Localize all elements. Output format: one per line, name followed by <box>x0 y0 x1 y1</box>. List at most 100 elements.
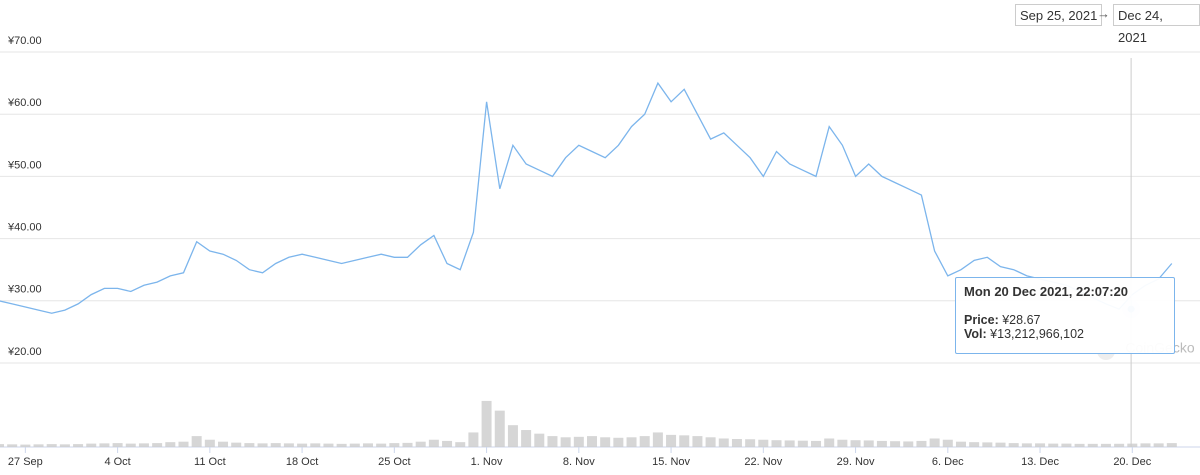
volume-bar <box>7 444 18 447</box>
volume-bar <box>811 440 822 447</box>
volume-bar <box>231 442 242 447</box>
x-tick-label: 13. Dec <box>1021 456 1059 468</box>
volume-bar <box>138 443 149 447</box>
volume-bar <box>494 410 505 447</box>
volume-bar <box>745 439 756 447</box>
volume-bar <box>560 437 571 447</box>
volume-bar <box>112 443 123 447</box>
x-tick-label: 8. Nov <box>563 456 595 468</box>
tooltip: Mon 20 Dec 2021, 22:07:20 Price: ¥28.67 … <box>955 277 1175 354</box>
volume-bar <box>73 444 84 447</box>
volume-bar <box>283 443 294 447</box>
x-tick-label: 15. Nov <box>652 456 690 468</box>
volume-bar <box>204 439 215 447</box>
volume-bar <box>916 440 927 447</box>
volume-bar <box>600 437 611 447</box>
volume-bar <box>297 443 308 447</box>
volume-bar <box>521 430 532 447</box>
volume-bar <box>995 442 1006 447</box>
volume-bar <box>402 442 413 447</box>
tooltip-price-label: Price: <box>964 313 999 327</box>
volume-bar <box>178 441 189 447</box>
volume-bar <box>152 443 163 447</box>
volume-bar <box>1061 443 1072 447</box>
y-tick-label: ¥20.00 <box>7 346 42 358</box>
volume-bar <box>692 436 703 447</box>
y-tick-label: ¥70.00 <box>7 35 42 47</box>
volume-bar <box>1087 443 1098 447</box>
volume-bar <box>639 436 650 447</box>
volume-bar <box>969 442 980 447</box>
volume-bar <box>771 440 782 447</box>
price-line <box>0 81 1173 314</box>
tooltip-vol-label: Vol: <box>964 327 987 341</box>
volume-bar <box>784 440 795 447</box>
y-tick-label: ¥40.00 <box>7 222 42 234</box>
volume-bar <box>33 444 44 447</box>
volume-bar <box>731 438 742 447</box>
volume-bar <box>481 400 492 447</box>
volume-bar <box>1008 443 1019 447</box>
volume-bar <box>20 444 31 447</box>
volume-bar <box>652 432 663 447</box>
x-tick-label: 29. Nov <box>837 456 875 468</box>
volume-bar <box>587 436 597 447</box>
volume-bar <box>547 436 558 447</box>
volume-bar <box>1048 443 1059 447</box>
x-tick-label: 25 Oct <box>378 456 410 468</box>
range-from[interactable]: Sep 25, 2021 <box>1015 4 1103 26</box>
volume-bar <box>86 443 97 447</box>
x-tick-label: 18 Oct <box>286 456 318 468</box>
volume-bar <box>903 441 914 447</box>
volume-bar <box>679 435 690 447</box>
volume-bar <box>890 441 901 447</box>
volume-bar <box>0 444 4 447</box>
volume-bar <box>1035 443 1046 447</box>
volume-bar <box>876 440 887 447</box>
volume-bar <box>218 441 229 447</box>
volume-bar <box>1100 443 1111 447</box>
volume-bar <box>534 433 545 447</box>
y-tick-label: ¥30.00 <box>7 284 42 296</box>
volume-bar <box>99 443 110 447</box>
volume-bar <box>349 443 360 447</box>
volume-bar <box>1074 443 1085 447</box>
volume-bar <box>613 437 624 447</box>
volume-bar <box>165 442 176 447</box>
volume-bar <box>666 434 677 447</box>
volume-bar <box>942 439 953 447</box>
x-tick-label: 1. Nov <box>471 456 503 468</box>
volume-bar <box>323 443 334 447</box>
volume-bar <box>758 439 769 447</box>
volume-bar <box>415 441 426 447</box>
volume-bar <box>455 442 466 447</box>
tooltip-date: Mon 20 Dec 2021, 22:07:20 <box>964 284 1129 299</box>
arrow-icon: → <box>1097 6 1110 21</box>
volume-bar <box>507 425 518 447</box>
volume-bar <box>955 441 966 447</box>
y-tick-label: ¥60.00 <box>7 97 42 109</box>
x-tick-label: 27 Sep <box>8 456 43 468</box>
tooltip-price: ¥28.67 <box>1002 313 1041 327</box>
volume-bar <box>362 443 373 447</box>
volume-bar <box>1114 443 1125 447</box>
volume-bar <box>191 436 202 447</box>
volume-bar <box>244 443 255 447</box>
volume-bar <box>59 444 70 447</box>
volume-bar <box>270 443 281 447</box>
volume-bar <box>1166 443 1177 447</box>
volume-bar <box>626 437 637 447</box>
volume-bar <box>310 443 321 447</box>
volume-bar <box>797 440 808 447</box>
volume-bar <box>705 437 716 447</box>
volume-bar <box>376 443 387 447</box>
volume-bar <box>1140 443 1151 447</box>
y-tick-label: ¥50.00 <box>7 159 42 171</box>
x-tick-label: 11 Oct <box>194 456 226 468</box>
volume-bar <box>824 438 835 447</box>
volume-bar <box>718 438 729 447</box>
volume-bar <box>982 442 993 447</box>
volume-bar <box>257 443 268 447</box>
